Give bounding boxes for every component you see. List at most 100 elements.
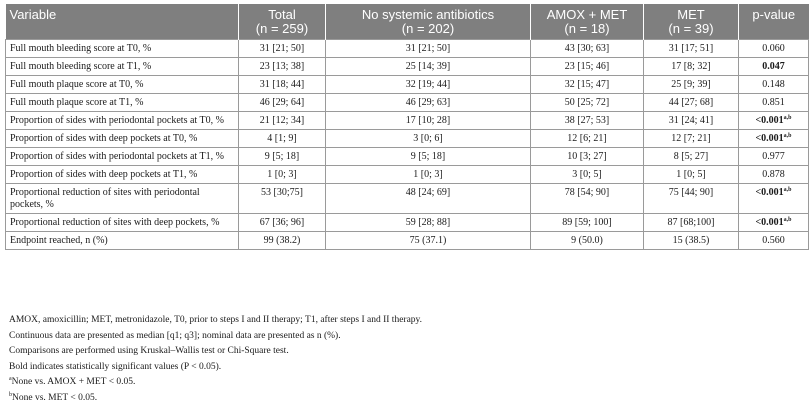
table-row: Full mouth bleeding score at T0, % 31 [21…	[6, 40, 809, 58]
cell-met-text: 31 [24; 41]	[669, 115, 713, 126]
cell-variable-text: Proportion of sides with deep pockets at…	[10, 133, 197, 144]
cell-no-antibiotics-text: 9 [5; 18]	[411, 151, 445, 162]
cell-p-value: 0.878	[739, 166, 809, 184]
p-value-superscript: a,b	[784, 187, 792, 193]
cell-total: 9 [5; 18]	[239, 148, 326, 166]
cell-variable-text: Full mouth bleeding score at T1, %	[10, 61, 151, 72]
cell-no-antibiotics-text: 32 [19; 44]	[406, 79, 450, 90]
cell-p-value: <0.001a,b	[739, 214, 809, 232]
header-no-antibiotics: No systemic antibiotics(n = 202)	[326, 4, 531, 40]
table-row: Proportional reduction of sites with dee…	[6, 214, 809, 232]
cell-amox-met: 38 [27; 53]	[531, 112, 644, 130]
cell-variable: Full mouth bleeding score at T1, %	[6, 58, 239, 76]
cell-p-value: <0.001a,b	[739, 112, 809, 130]
cell-no-antibiotics-text: 17 [10; 28]	[406, 115, 450, 126]
cell-amox-met-text: 89 [59; 100]	[562, 217, 611, 228]
cell-no-antibiotics: 32 [19; 44]	[326, 76, 531, 94]
table-row: Full mouth bleeding score at T1, % 23 [13…	[6, 58, 809, 76]
table-row: Proportion of sides with deep pockets at…	[6, 166, 809, 184]
cell-total: 4 [1; 9]	[239, 130, 326, 148]
cell-total: 31 [18; 44]	[239, 76, 326, 94]
cell-amox-met: 50 [25; 72]	[531, 94, 644, 112]
cell-met-text: 8 [5; 27]	[674, 151, 708, 162]
cell-total: 23 [13; 38]	[239, 58, 326, 76]
table-footnotes: AMOX, amoxicillin; MET, metronidazole, T…	[9, 313, 799, 406]
header-total: Total(n = 259)	[239, 4, 326, 40]
cell-total-text: 31 [21; 50]	[260, 43, 304, 54]
results-table: Variable Total(n = 259) No systemic anti…	[5, 4, 809, 250]
cell-variable-text: Proportion of sides with periodontal poc…	[10, 115, 224, 126]
cell-p-value: 0.148	[739, 76, 809, 94]
cell-amox-met-text: 12 [6; 21]	[567, 133, 606, 144]
header-variable-label: Variable	[10, 7, 57, 22]
cell-total-text: 53 [30;75]	[261, 187, 303, 198]
footnote-b: bNone vs. MET < 0.05.	[9, 391, 799, 406]
cell-met: 44 [27; 68]	[644, 94, 739, 112]
cell-total: 67 [36; 96]	[239, 214, 326, 232]
cell-no-antibiotics-text: 59 [28; 88]	[406, 217, 450, 228]
cell-variable: Proportional reduction of sites with per…	[6, 184, 239, 214]
cell-met: 31 [24; 41]	[644, 112, 739, 130]
cell-no-antibiotics: 46 [29; 63]	[326, 94, 531, 112]
cell-no-antibiotics-text: 46 [29; 63]	[406, 97, 450, 108]
cell-no-antibiotics-text: 75 (37.1)	[410, 235, 447, 246]
table-row: Endpoint reached, n (%) 99 (38.2) 75 (37.1…	[6, 232, 809, 250]
cell-no-antibiotics: 75 (37.1)	[326, 232, 531, 250]
cell-p-value: <0.001a,b	[739, 130, 809, 148]
header-p-value: p-value	[739, 4, 809, 40]
cell-total: 99 (38.2)	[239, 232, 326, 250]
cell-total: 1 [0; 3]	[239, 166, 326, 184]
cell-amox-met-text: 38 [27; 53]	[565, 115, 609, 126]
cell-met: 12 [7; 21]	[644, 130, 739, 148]
header-met-label: MET	[677, 7, 704, 22]
cell-amox-met: 12 [6; 21]	[531, 130, 644, 148]
header-p-value-label: p-value	[752, 7, 795, 22]
cell-amox-met-text: 78 [54; 90]	[565, 187, 609, 198]
cell-p-value-text: <0.001	[755, 217, 783, 228]
cell-p-value-text: 0.060	[762, 43, 785, 54]
cell-met: 25 [9; 39]	[644, 76, 739, 94]
cell-no-antibiotics-text: 31 [21; 50]	[406, 43, 450, 54]
cell-amox-met: 9 (50.0)	[531, 232, 644, 250]
cell-variable-text: Full mouth plaque score at T0, %	[10, 79, 143, 90]
cell-variable: Full mouth plaque score at T0, %	[6, 76, 239, 94]
header-amox-met-n: (n = 18)	[535, 22, 639, 36]
header-no-antibiotics-label: No systemic antibiotics	[362, 7, 494, 22]
cell-variable-text: Proportion of sides with deep pockets at…	[10, 169, 197, 180]
cell-met-text: 75 [44; 90]	[669, 187, 713, 198]
header-met-n: (n = 39)	[648, 22, 734, 36]
header-met: MET(n = 39)	[644, 4, 739, 40]
footnote-bold: Bold indicates statistically significant…	[9, 360, 799, 376]
header-amox-met-label: AMOX + MET	[547, 7, 628, 22]
cell-variable-text: Proportional reduction of sites with dee…	[10, 217, 219, 228]
cell-variable-text: Full mouth bleeding score at T0, %	[10, 43, 151, 54]
cell-no-antibiotics: 31 [21; 50]	[326, 40, 531, 58]
cell-total-text: 4 [1; 9]	[267, 133, 296, 144]
cell-variable: Full mouth plaque score at T1, %	[6, 94, 239, 112]
table-row: Proportional reduction of sites with per…	[6, 184, 809, 214]
cell-p-value: 0.047	[739, 58, 809, 76]
cell-p-value-text: 0.148	[762, 79, 785, 90]
cell-no-antibiotics-text: 3 [0; 6]	[413, 133, 442, 144]
cell-met: 31 [17; 51]	[644, 40, 739, 58]
cell-amox-met-text: 3 [0; 5]	[572, 169, 601, 180]
cell-variable: Full mouth bleeding score at T0, %	[6, 40, 239, 58]
cell-amox-met-text: 50 [25; 72]	[565, 97, 609, 108]
cell-met: 8 [5; 27]	[644, 148, 739, 166]
header-total-n: (n = 259)	[243, 22, 321, 36]
cell-met: 75 [44; 90]	[644, 184, 739, 214]
cell-variable-text: Endpoint reached, n (%)	[10, 235, 108, 246]
table-body: Full mouth bleeding score at T0, % 31 [21…	[6, 40, 809, 250]
cell-no-antibiotics-text: 48 [24; 69]	[406, 187, 450, 198]
cell-met-text: 87 [68;100]	[668, 217, 715, 228]
cell-total-text: 9 [5; 18]	[265, 151, 299, 162]
cell-amox-met: 78 [54; 90]	[531, 184, 644, 214]
cell-total-text: 1 [0; 3]	[267, 169, 296, 180]
cell-amox-met: 43 [30; 63]	[531, 40, 644, 58]
cell-no-antibiotics-text: 1 [0; 3]	[413, 169, 442, 180]
cell-variable: Proportion of sides with periodontal poc…	[6, 112, 239, 130]
cell-total-text: 67 [36; 96]	[260, 217, 304, 228]
cell-p-value-text: 0.977	[762, 151, 785, 162]
cell-amox-met: 32 [15; 47]	[531, 76, 644, 94]
cell-no-antibiotics: 3 [0; 6]	[326, 130, 531, 148]
